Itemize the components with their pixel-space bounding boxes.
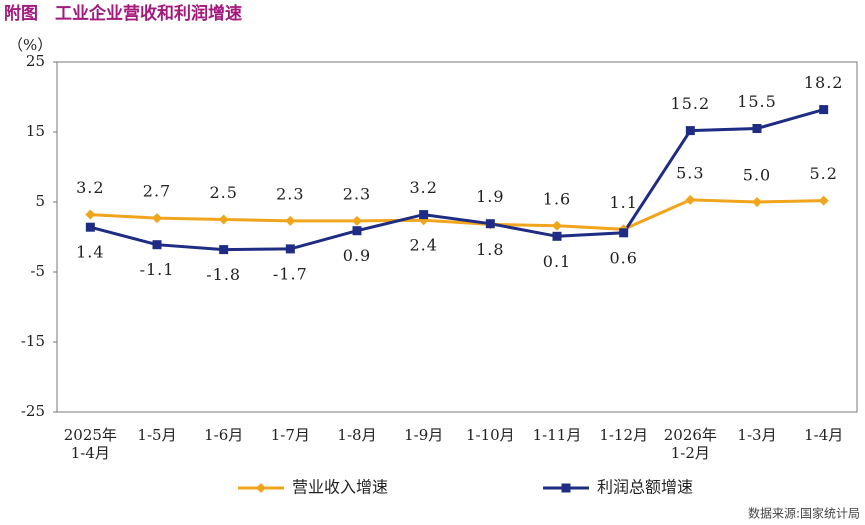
y-tick-label: 25 (26, 52, 45, 70)
y-tick-label: -15 (21, 332, 45, 350)
data-label: 15.2 (671, 94, 711, 113)
data-label: -1.8 (206, 265, 241, 284)
point (752, 124, 762, 133)
series-line (89, 108, 825, 252)
data-label: 1.9 (476, 187, 504, 206)
point (552, 220, 562, 231)
data-label: -1.1 (140, 260, 175, 279)
data-label: 0.6 (609, 248, 637, 267)
x-tick-label: 1-2月 (671, 444, 710, 462)
y-tick-label: -5 (30, 262, 45, 280)
point (552, 231, 562, 241)
x-tick-label: 1-4月 (71, 444, 110, 462)
y-tick-label: 15 (26, 122, 45, 140)
data-label: 15.5 (737, 92, 777, 111)
legend-marker (561, 483, 571, 493)
x-tick-label: 1-10月 (466, 426, 515, 444)
point (818, 195, 829, 206)
y-tick-label: -25 (21, 402, 45, 420)
legend-label: 营业收入增速 (292, 478, 388, 497)
data-label: 18.2 (804, 73, 844, 92)
x-tick-label: 2025年 (64, 426, 117, 444)
x-tick-label: 1-8月 (337, 426, 376, 444)
legend-label: 利润总额增速 (597, 478, 693, 497)
point (285, 215, 296, 226)
x-tick-label: 1-6月 (204, 426, 243, 444)
data-label: 2.3 (343, 184, 371, 203)
plot-frame (56, 61, 858, 413)
data-label: 0.1 (543, 252, 571, 271)
data-label: 1.6 (543, 189, 571, 208)
data-label: 5.2 (809, 164, 837, 183)
data-label: 1.1 (609, 193, 637, 212)
point (419, 210, 429, 220)
x-tick-label: 1-4月 (804, 426, 843, 444)
series-line (90, 198, 824, 231)
point (619, 228, 629, 238)
legend-marker (256, 483, 266, 493)
point (485, 219, 495, 229)
y-axis-label: （%） (8, 36, 52, 54)
data-label: 2.5 (209, 183, 237, 202)
source: 数据来源:国家统计局 (748, 506, 860, 521)
point (685, 194, 696, 205)
data-label: 3.2 (76, 178, 104, 197)
x-tick-label: 2026年 (664, 426, 717, 444)
x-tick-label: 1-3月 (737, 426, 776, 444)
data-label: 2.7 (143, 182, 171, 201)
data-label: 2.3 (276, 184, 304, 203)
point (85, 222, 95, 232)
data-label: 1.8 (476, 240, 504, 259)
chart-title: 附图 工业企业营收和利润增速 (4, 3, 242, 24)
data-label: -1.7 (273, 264, 308, 283)
point (152, 240, 162, 250)
x-tick-label: 1-7月 (271, 426, 310, 444)
data-label: 5.0 (743, 166, 771, 185)
point (219, 245, 229, 255)
point (352, 215, 362, 226)
data-label: 0.9 (343, 246, 371, 265)
point (218, 214, 229, 225)
point (352, 226, 362, 236)
point (685, 126, 695, 136)
y-tick-label: 5 (35, 192, 45, 210)
point (285, 244, 295, 254)
data-label: 2.4 (409, 236, 437, 255)
point (85, 209, 96, 220)
point (819, 105, 829, 115)
x-tick-label: 1-5月 (137, 426, 176, 444)
point (152, 213, 162, 224)
x-tick-label: 1-11月 (533, 426, 582, 444)
data-label: 3.2 (409, 178, 437, 197)
x-tick-label: 1-12月 (599, 426, 648, 444)
x-tick-label: 1-9月 (404, 426, 443, 444)
point (752, 197, 762, 207)
data-label: 1.4 (76, 243, 104, 262)
data-label: 5.3 (676, 163, 704, 182)
